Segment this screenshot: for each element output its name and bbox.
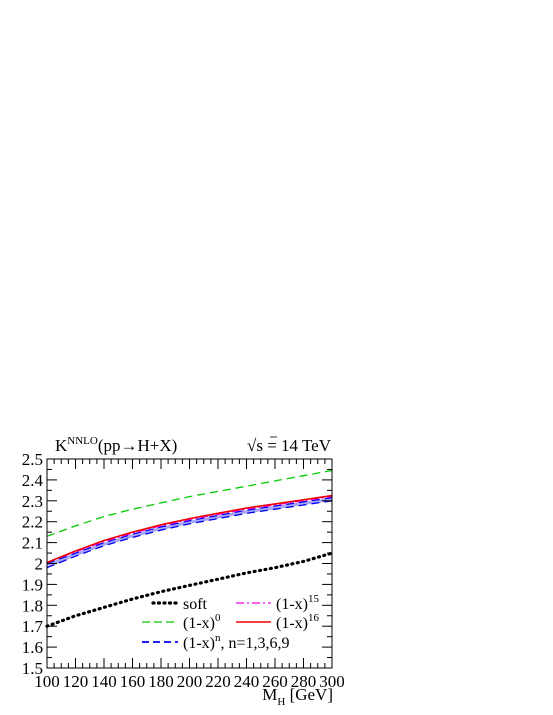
x-tick-label: 280 bbox=[291, 672, 317, 691]
energy-var: s bbox=[256, 436, 263, 455]
series-line-x16 bbox=[46, 494, 333, 564]
plot-area bbox=[45, 469, 334, 628]
chart-title-left: KNNLO(pp→H+X) bbox=[55, 435, 177, 455]
y-tick-label: 2.1 bbox=[22, 534, 43, 553]
y-tick-label: 2.4 bbox=[22, 471, 44, 490]
series-band-xn bbox=[47, 497, 332, 568]
xlabel-sub: H bbox=[277, 696, 285, 708]
legend-label-soft: soft bbox=[183, 596, 208, 613]
svg-text:MH [GeV]: MH [GeV] bbox=[262, 685, 333, 708]
y-tick-label: 1.6 bbox=[22, 638, 43, 657]
x-axis: 100 120 140 160 180 200 220 240 260 280 300 bbox=[34, 672, 345, 691]
y-axis: 1.5 1.6 1.7 1.8 1.92 2.1 2.2 2.3 2.4 2.5 bbox=[22, 450, 44, 678]
x-tick-label: 220 bbox=[205, 672, 231, 691]
axis-ticks bbox=[46, 458, 333, 669]
xlabel-unit: [GeV] bbox=[285, 685, 333, 704]
y-tick-label: 1.8 bbox=[22, 596, 43, 615]
x-tick-label: 260 bbox=[262, 672, 288, 691]
y-tick-label: 2.5 bbox=[22, 450, 43, 469]
series-line-soft bbox=[45, 551, 334, 628]
x-tick-label: 300 bbox=[319, 672, 345, 691]
x-tick-label: 140 bbox=[91, 672, 117, 691]
series-line-x15 bbox=[46, 496, 333, 564]
x-tick-label: 160 bbox=[120, 672, 146, 691]
chart-title-right: √s = 14 TeV bbox=[247, 436, 332, 455]
y-tick-label: 2.3 bbox=[22, 492, 43, 511]
series-line-x0 bbox=[46, 469, 333, 537]
legend-label-xn: (1-x)n, n=1,3,6,9 bbox=[183, 632, 290, 652]
energy-root: √ bbox=[247, 436, 257, 455]
series-line-xn_high bbox=[46, 497, 333, 565]
y-tick-label: 1.9 bbox=[22, 575, 43, 594]
y-tick-label: 2.2 bbox=[22, 513, 43, 532]
legend-label-x16: (1-x)16 bbox=[276, 612, 319, 632]
svg-text:KNNLO(pp→H+X): KNNLO(pp→H+X) bbox=[55, 435, 177, 455]
legend-label-x15: (1-x)15 bbox=[276, 593, 319, 613]
x-axis-label: MH [GeV] bbox=[262, 685, 333, 708]
legend: soft (1-x)0 (1-x)n, n=1,3,6,9 (1-x)15 (1… bbox=[142, 593, 319, 652]
title-k-sup: NNLO bbox=[67, 435, 98, 447]
title-k: K bbox=[55, 436, 68, 455]
xlabel-m: M bbox=[262, 685, 277, 704]
x-tick-label: 240 bbox=[234, 672, 260, 691]
y-tick-label: 2 bbox=[35, 555, 44, 574]
y-tick-label: 1.7 bbox=[22, 617, 44, 636]
x-tick-label: 100 bbox=[34, 672, 60, 691]
title-process: (pp→H+X) bbox=[98, 436, 177, 455]
series-line-xn_low bbox=[46, 500, 333, 569]
svg-text:√s = 14 TeV: √s = 14 TeV bbox=[247, 436, 332, 455]
legend-label-x0: (1-x)0 bbox=[183, 612, 221, 632]
x-tick-label: 120 bbox=[63, 672, 89, 691]
x-tick-label: 180 bbox=[148, 672, 174, 691]
x-tick-label: 200 bbox=[177, 672, 203, 691]
y-tick-label: 1.5 bbox=[22, 659, 43, 678]
energy-value: = 14 TeV bbox=[263, 436, 332, 455]
